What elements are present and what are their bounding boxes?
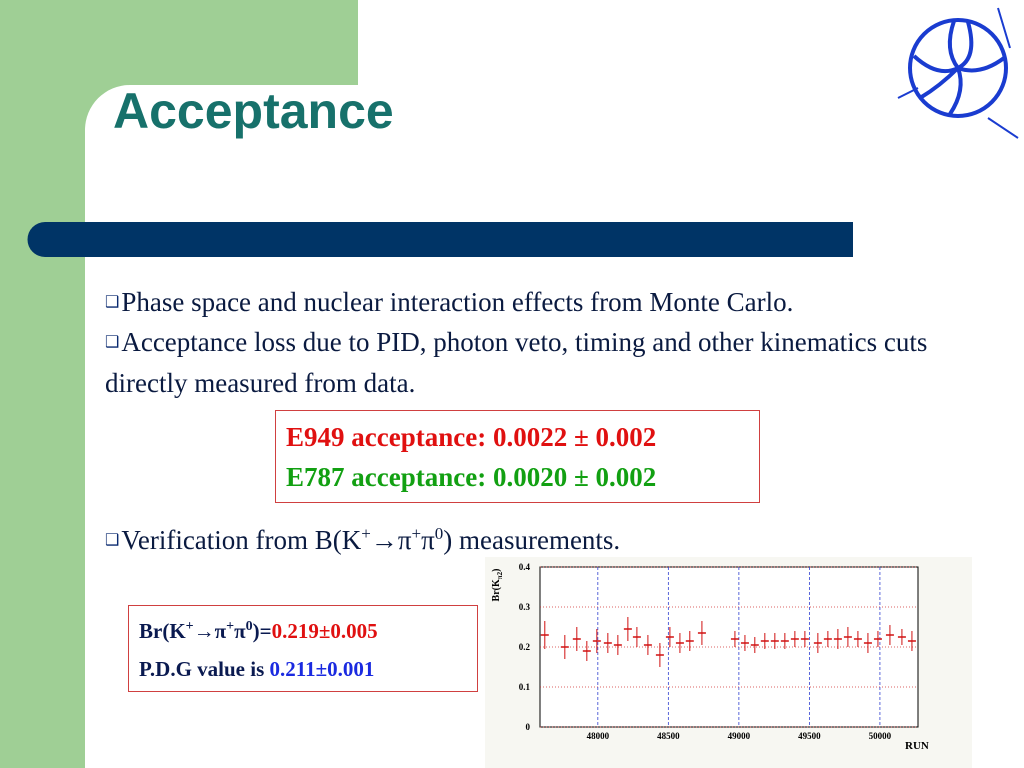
- x-tick-label: 49000: [728, 731, 751, 741]
- bullet: ❑Phase space and nuclear interaction eff…: [105, 282, 985, 323]
- y-axis-label: Br(Kπ2): [491, 569, 504, 602]
- y-tick-label: 0.2: [519, 642, 531, 652]
- text: )=: [252, 619, 272, 643]
- text: ): [491, 569, 502, 572]
- e949-acceptance: E949 acceptance: 0.0022 ± 0.002: [286, 422, 657, 452]
- bullet-marker: ❑: [105, 334, 120, 351]
- y-tick-label: 0.4: [519, 562, 531, 572]
- acceptance-box: E949 acceptance: 0.0022 ± 0.002 E787 acc…: [275, 410, 760, 503]
- text: P.D.G value is: [139, 657, 270, 681]
- text: Br(K: [139, 619, 186, 643]
- result-box: Br(K+→π+π0)=0.219±0.005 P.D.G value is 0…: [128, 605, 478, 692]
- subscript: π2: [496, 571, 504, 579]
- plot: Br(Kπ2) RUN 0 0.1 0.2 0.3 0.4 48000 48500 49000…: [485, 557, 972, 768]
- y-tick-label: 0.3: [519, 602, 531, 612]
- x-tick-label: 49500: [798, 731, 821, 741]
- superscript: +: [361, 524, 371, 543]
- result-line: P.D.G value is 0.211±0.001: [139, 650, 477, 688]
- superscript: 0: [434, 524, 444, 543]
- bullet-text: ) measurements.: [443, 525, 621, 555]
- x-tick-label: 48000: [587, 731, 610, 741]
- superscript: +: [411, 524, 422, 543]
- e787-acceptance: E787 acceptance: 0.0020 ± 0.002: [286, 462, 657, 492]
- measured-value: 0.219±0.005: [271, 619, 378, 643]
- x-tick-label: 48500: [657, 731, 680, 741]
- x-tick-label: 50000: [869, 731, 892, 741]
- bullet-text: Verification from B(K: [121, 525, 362, 555]
- bullet-text: Acceptance loss due to PID, photon veto,…: [105, 327, 928, 398]
- bullet-text: π: [421, 525, 435, 555]
- slide-title: Acceptance: [113, 83, 394, 139]
- x-axis-label: RUN: [905, 740, 929, 752]
- superscript: +: [226, 619, 235, 634]
- superscript: +: [185, 619, 194, 634]
- pdg-value: 0.211±0.001: [269, 657, 375, 681]
- text: →π: [193, 619, 227, 643]
- y-tick-label: 0: [526, 722, 531, 732]
- bullet-text: →π: [370, 525, 412, 555]
- superscript: 0: [245, 619, 253, 634]
- bullet: ❑Acceptance loss due to PID, photon veto…: [105, 322, 985, 404]
- bullet-marker: ❑: [105, 532, 120, 549]
- bullet-marker: ❑: [105, 294, 120, 311]
- result-line: Br(K+→π+π0)=0.219±0.005: [139, 612, 477, 650]
- bullet-text: Phase space and nuclear interaction effe…: [121, 287, 794, 317]
- text: Br(K: [491, 579, 502, 601]
- y-tick-label: 0.1: [519, 682, 531, 692]
- bullet: ❑Verification from B(K+→π+π0) measuremen…: [105, 520, 985, 561]
- text: π: [234, 619, 246, 643]
